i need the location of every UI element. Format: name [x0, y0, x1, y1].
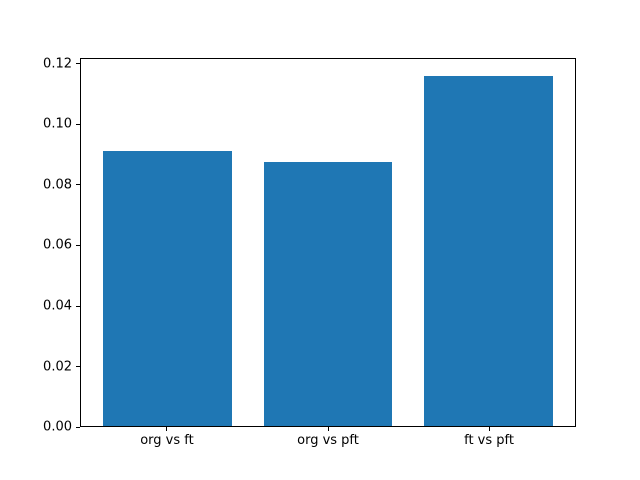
- y-tick-mark: [76, 184, 80, 186]
- y-tick-label: 0.12: [43, 56, 72, 72]
- y-tick-label: 0.08: [43, 177, 72, 193]
- y-tick-label: 0.02: [43, 359, 72, 375]
- y-tick-mark: [76, 305, 80, 307]
- x-tick-mark: [488, 427, 490, 432]
- x-tick-mark: [327, 427, 329, 432]
- plot-area: [80, 57, 576, 428]
- y-tick-label: 0.00: [43, 419, 72, 435]
- y-tick-mark: [76, 366, 80, 368]
- x-tick-label: org vs ft: [140, 433, 194, 449]
- x-tick-label: ft vs pft: [464, 433, 514, 449]
- bar-org-vs-pft: [263, 161, 393, 427]
- y-tick-label: 0.04: [43, 298, 72, 314]
- x-tick-label: org vs pft: [297, 433, 359, 449]
- bar-ft-vs-pft: [424, 75, 553, 427]
- y-tick-label: 0.10: [43, 116, 72, 132]
- bar-org-vs-ft: [103, 151, 232, 427]
- y-tick-label: 0.06: [43, 237, 72, 253]
- x-tick-mark: [166, 427, 168, 432]
- y-tick-mark: [76, 426, 80, 428]
- y-tick-mark: [76, 244, 80, 246]
- y-tick-mark: [76, 123, 80, 125]
- y-tick-mark: [76, 63, 80, 65]
